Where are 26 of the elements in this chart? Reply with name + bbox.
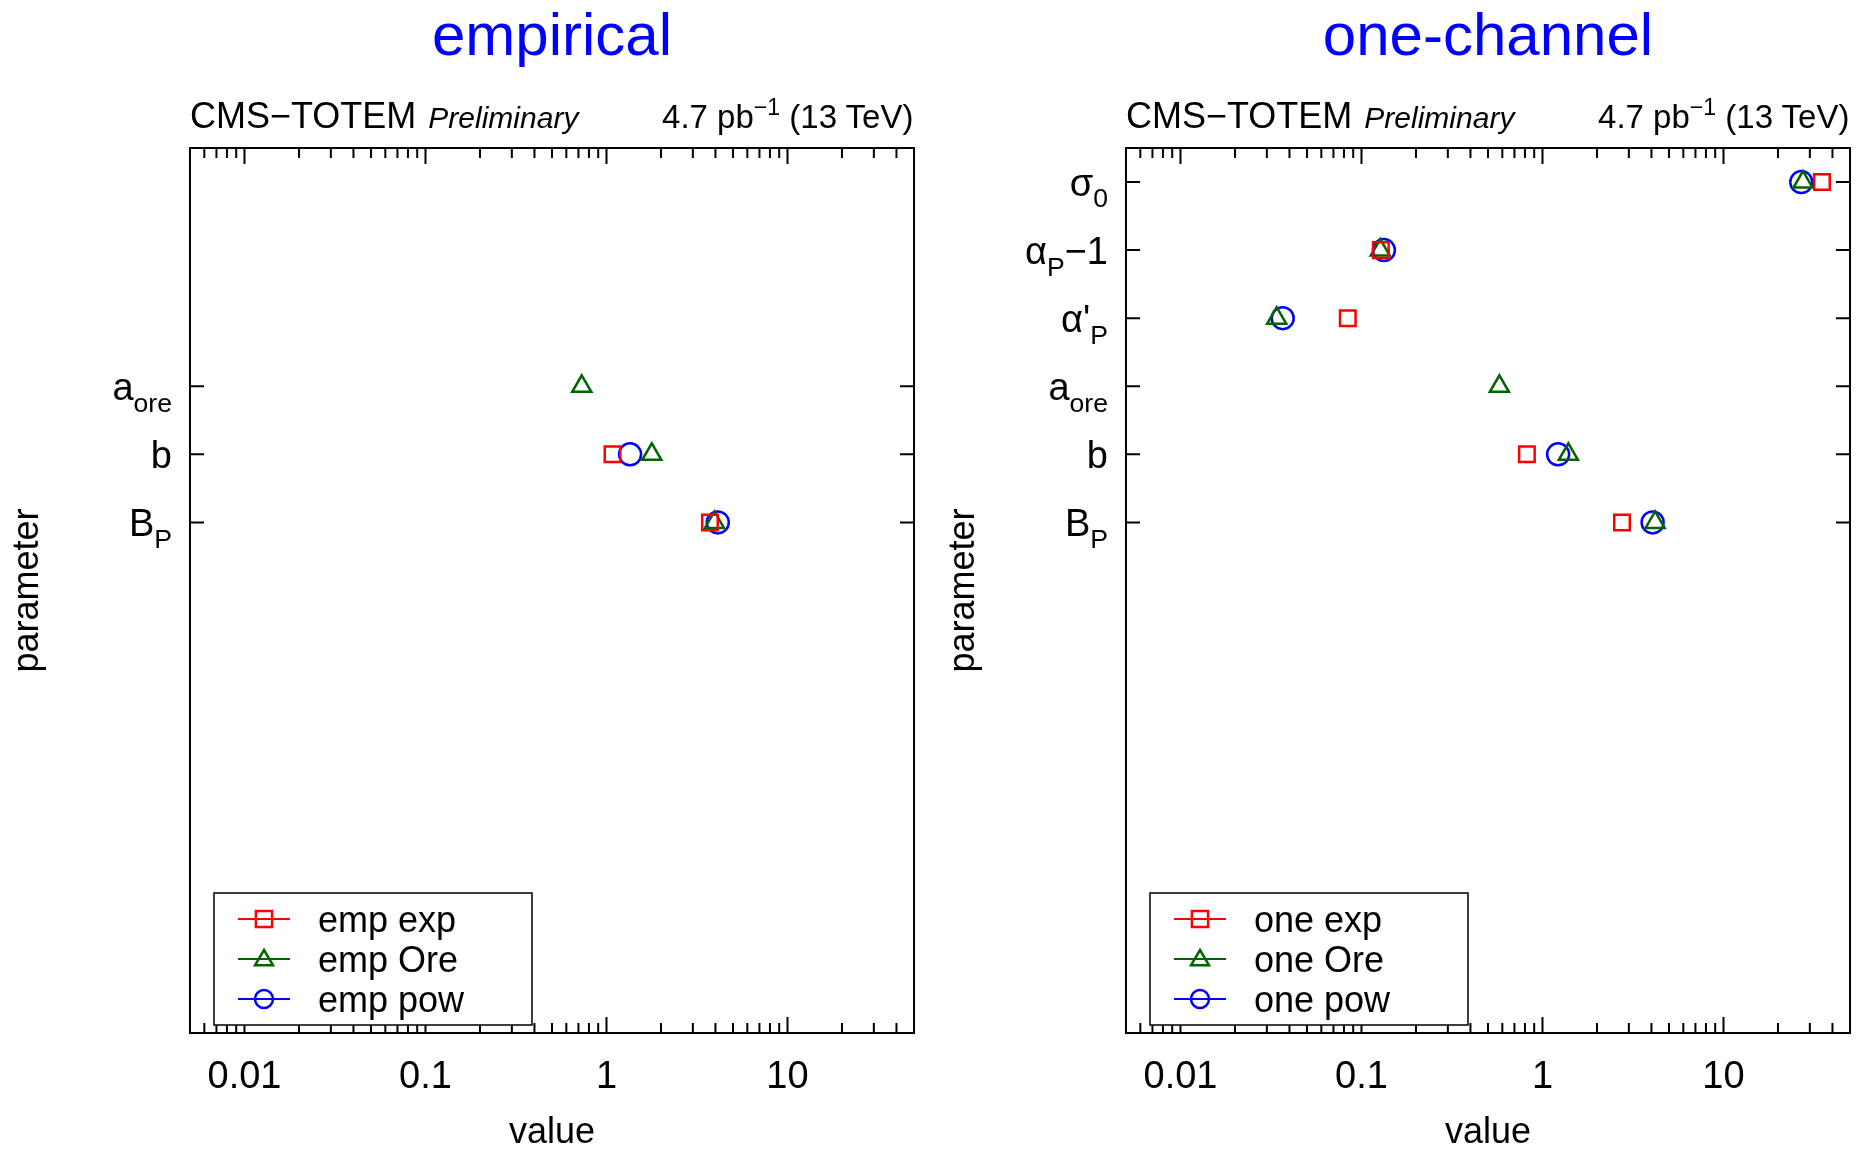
x-tick-label: 10 — [766, 1054, 809, 1097]
y-axis-title: parameter — [5, 508, 46, 673]
legend-label: one exp — [1254, 899, 1383, 940]
legend-label: emp exp — [318, 899, 457, 940]
x-tick-label: 1 — [595, 1054, 618, 1097]
y-tick-label: b — [150, 434, 173, 477]
text: CMS−TOTEM — [190, 95, 417, 136]
text: CMS−TOTEM — [1126, 95, 1353, 136]
legend-label: one pow — [1254, 979, 1392, 1020]
chart-title: one-channel — [1322, 1, 1654, 68]
y-axis-title: parameter — [941, 508, 982, 673]
legend-label: emp Ore — [318, 939, 459, 980]
text: Preliminary — [1364, 101, 1517, 134]
x-axis-title: value — [1444, 1110, 1532, 1149]
x-tick-label: 1 — [1531, 1054, 1554, 1097]
x-tick-label: 0.1 — [1335, 1054, 1388, 1097]
legend-label: emp pow — [318, 979, 466, 1020]
legend-label: one Ore — [1254, 939, 1385, 980]
x-tick-label: 0.01 — [1143, 1054, 1218, 1097]
x-axis-title: value — [508, 1110, 596, 1149]
text: Preliminary — [428, 101, 581, 134]
x-tick-label: 0.1 — [399, 1054, 452, 1097]
chart-title: empirical — [431, 1, 673, 68]
x-tick-label: 10 — [1702, 1054, 1745, 1097]
y-tick-label: b — [1086, 434, 1109, 477]
x-tick-label: 0.01 — [207, 1054, 282, 1097]
